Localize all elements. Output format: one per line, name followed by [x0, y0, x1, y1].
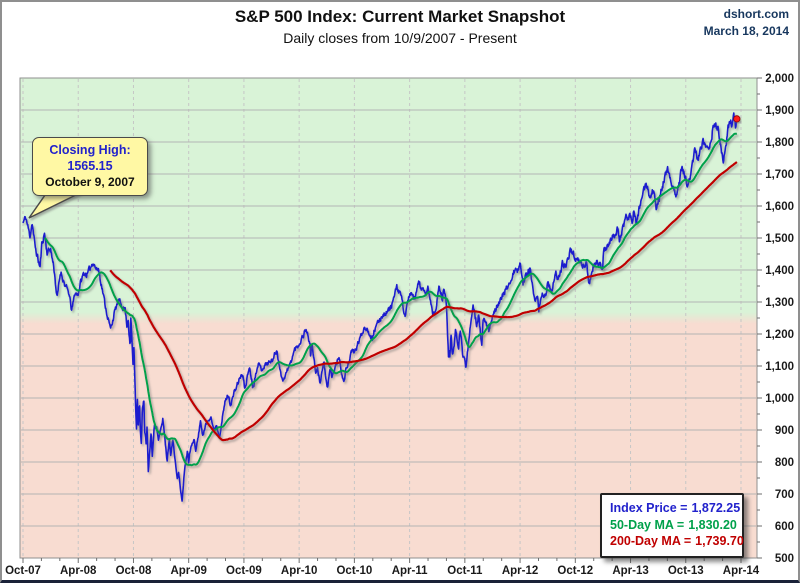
x-tick-label: Apr-08 — [60, 565, 97, 577]
y-tick-label: 1,500 — [765, 233, 794, 245]
last-close-marker — [733, 115, 741, 123]
axis-ticks — [22, 77, 762, 563]
as-of-date: March 18, 2014 — [703, 24, 789, 38]
y-tick-label: 1,900 — [765, 105, 794, 117]
y-tick-label: 1,000 — [765, 393, 794, 405]
closing-high-callout: Closing High: 1565.15 October 9, 2007 — [32, 137, 148, 196]
callout-title: Closing High: — [49, 143, 131, 157]
x-tick-label: Oct-13 — [668, 565, 704, 577]
y-tick-label: 1,800 — [765, 137, 794, 149]
legend-value: 1,872.25 — [691, 501, 741, 515]
callout-date: October 9, 2007 — [45, 175, 135, 189]
legend-box: Index Price = 1,872.25 50-Day MA = 1,830.20… — [600, 493, 744, 558]
legend-row: Index Price = 1,872.25 — [610, 500, 740, 517]
y-tick-label: 1,400 — [765, 265, 794, 277]
y-tick-label: 500 — [775, 553, 794, 565]
y-tick-label: 1,100 — [765, 361, 794, 373]
y-tick-label: 2,000 — [765, 73, 794, 85]
x-tick-label: Oct-11 — [447, 565, 483, 577]
legend-row: 200-Day MA = 1,739.70 — [610, 533, 744, 550]
x-tick-label: Apr-09 — [170, 565, 206, 577]
page-title: S&P 500 Index: Current Market Snapshot — [234, 7, 566, 26]
y-tick-label: 700 — [775, 489, 794, 501]
callout-value: 1565.15 — [67, 159, 113, 173]
ma50-line — [43, 132, 738, 467]
x-tick-label: Oct-07 — [5, 565, 41, 577]
y-tick-label: 1,300 — [765, 297, 794, 309]
legend-value: 1,739.70 — [695, 534, 744, 548]
legend-label: 50-Day MA = — [610, 517, 685, 532]
y-tick-label: 600 — [775, 521, 794, 533]
x-tick-label: Apr-10 — [281, 565, 317, 577]
axis-labels: Oct-07 Apr-08 Oct-08 Apr-09 Oct-09 Apr-10 Oct-… — [5, 73, 794, 577]
legend-label: Index Price = — [610, 501, 688, 515]
x-tick-label: Oct-09 — [226, 565, 262, 577]
y-tick-label: 1,200 — [765, 329, 794, 341]
legend-row: 50-Day MA = 1,830.20 — [610, 517, 737, 534]
x-tick-label: Apr-11 — [392, 565, 428, 577]
legend-value: 1,830.20 — [688, 517, 737, 532]
source-site-label: dshort.com — [723, 7, 789, 21]
y-tick-label: 1,600 — [765, 201, 794, 213]
x-tick-label: Oct-10 — [336, 565, 372, 577]
series-lines — [22, 112, 741, 502]
x-tick-label: Apr-12 — [502, 565, 538, 577]
x-tick-label: Apr-14 — [723, 565, 760, 577]
y-tick-label: 1,700 — [765, 169, 794, 181]
y-tick-label: 900 — [775, 425, 794, 437]
x-tick-label: Oct-12 — [557, 565, 593, 577]
x-tick-label: Oct-08 — [116, 565, 152, 577]
x-tick-label: Apr-13 — [612, 565, 648, 577]
y-tick-label: 800 — [775, 457, 794, 469]
index-price-line — [22, 112, 738, 502]
ma200-line — [109, 161, 738, 442]
legend-label: 200-Day MA = — [610, 534, 692, 548]
page-subtitle: Daily closes from 10/9/2007 - Present — [283, 30, 517, 46]
